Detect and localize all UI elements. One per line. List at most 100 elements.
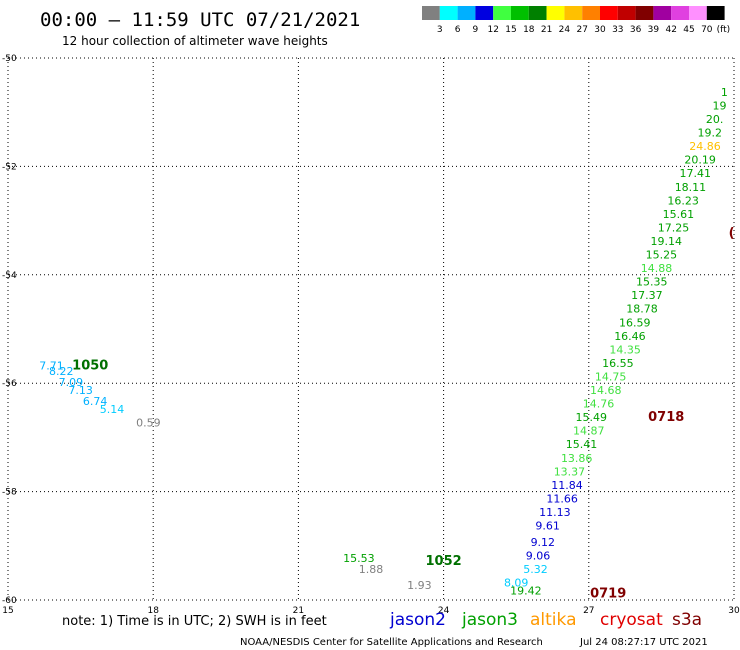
swh-value: 16.59 [619,316,651,329]
pass-time-label: ( [729,226,735,241]
footer-timestamp: Jul 24 08:27:17 UTC 2021 [579,637,708,648]
swh-value: 6.74 [83,395,108,408]
plot-area [7,57,735,601]
y-tick-label: -54 [2,271,17,281]
satellite-legend: jason2 jason3 altika cryosat s3a [389,610,702,630]
swh-value: 14.76 [583,398,615,411]
legend-swatch [689,6,707,20]
swh-value: 19.42 [510,585,542,598]
swh-value: 7.13 [68,384,93,397]
pass-time-label: 0718 [648,410,684,425]
legend-tick-label: 36 [630,25,642,35]
legend-tick-label: 6 [455,25,461,35]
legend-swatch [475,6,494,20]
y-tick-label: -58 [2,488,17,498]
swh-value: 7.71 [39,360,64,373]
chart-title: 00:00 – 11:59 UTC 07/21/2021 [40,9,360,31]
legend-tick-label: 9 [473,25,479,35]
legend-swatch [706,6,725,20]
pass-time-label: 1050 [72,359,108,374]
swh-value: 11.66 [546,492,578,505]
legend-tick-label: 45 [683,25,694,35]
pass-time-label: 0719 [590,586,626,601]
swh-value: 0.59 [136,417,161,430]
swh-value: 16.23 [667,194,699,207]
swh-value: 9.61 [535,520,560,533]
swh-value: 5.32 [523,563,548,576]
swh-value: 15.53 [343,552,375,565]
swh-value: 20. [706,113,724,126]
legend-swatch [635,6,654,20]
swh-value: 15.25 [646,249,678,262]
swh-value: 17.25 [658,221,690,234]
legend-tick-label: 30 [594,25,606,35]
swh-value: 15.49 [575,411,607,424]
swh-value: 17.41 [680,167,712,180]
x-tick-label: 15 [2,606,13,616]
legend-swatch [617,6,636,20]
legend-tick-label: 42 [665,25,676,35]
swh-value: 9.12 [531,536,556,549]
x-tick-label: 18 [147,606,159,616]
swh-value: 9.06 [526,549,551,562]
legend-tick-label: 21 [541,25,552,35]
legend-swatch [546,6,565,20]
y-tick-label: -60 [2,596,17,606]
legend-swatch [493,6,511,20]
swh-value: 18.78 [626,303,658,316]
swh-value: 17.37 [631,289,663,302]
swh-value: 14.75 [595,370,627,383]
swh-value: 13.86 [561,452,593,465]
legend-tick-label: 33 [612,25,623,35]
x-tick-label: 24 [438,606,450,616]
swh-value: 14.87 [573,425,605,438]
legend-swatch [582,6,600,20]
x-tick-label: 27 [583,606,594,616]
swh-value: 1 [721,86,728,99]
legend-tick-label: 3 [437,25,443,35]
swh-value: 1.93 [407,579,432,592]
legend-swatch [653,6,672,20]
legend-tick-label: 12 [487,25,498,35]
satellite-jason3: jason3 [461,610,518,630]
swh-value: 14.88 [641,262,673,275]
swh-value: 8.09 [504,576,529,589]
legend-swatch [422,6,440,20]
axes: 15 18 21 24 27 30 -50 -52 -54 -56 -58 -60 [2,54,740,616]
swh-value: 15.41 [566,438,598,451]
x-tick-label: 30 [728,606,740,616]
legend-swatch [564,6,583,20]
swh-value: 19.14 [650,235,682,248]
legend-swatch [528,6,547,20]
legend-tick-label: 24 [559,25,571,35]
legend-tick-label: 39 [648,25,660,35]
swh-value: 8.22 [49,365,74,378]
swh-value: 14.35 [609,343,641,356]
legend-swatch [439,6,458,20]
legend-unit: (ft) [717,25,731,35]
legend-tick-label: 27 [576,25,587,35]
swh-value: 20.19 [684,154,716,167]
swh-value: 7.09 [59,376,84,389]
swh-value: 1.88 [359,563,384,576]
legend-tick-label: 18 [523,25,535,35]
swh-value: 15.35 [636,276,668,289]
swh-value: 15.61 [663,208,695,221]
chart-subtitle: 12 hour collection of altimeter wave hei… [62,34,328,48]
satellite-jason2: jason2 [389,610,446,630]
data-labels: 7.718.227.097.136.745.14 0.59 15.531.88 1.9… [39,86,734,601]
swh-value: 16.55 [602,357,634,370]
swh-value: 11.84 [551,479,583,492]
legend-swatch [600,6,618,20]
swh-value: 18.11 [675,181,707,194]
satellite-s3a: s3a [672,610,702,630]
satellite-cryosat: cryosat [600,610,663,630]
legend-tick-label: 15 [505,25,516,35]
legend-swatch [511,6,529,20]
pass-time-label: 1052 [426,554,462,569]
satellite-altika: altika [530,610,577,630]
swh-value: 13.37 [554,465,586,478]
y-tick-label: -52 [2,162,17,172]
y-tick-label: -50 [2,54,17,64]
swh-value: 5.14 [100,403,125,416]
